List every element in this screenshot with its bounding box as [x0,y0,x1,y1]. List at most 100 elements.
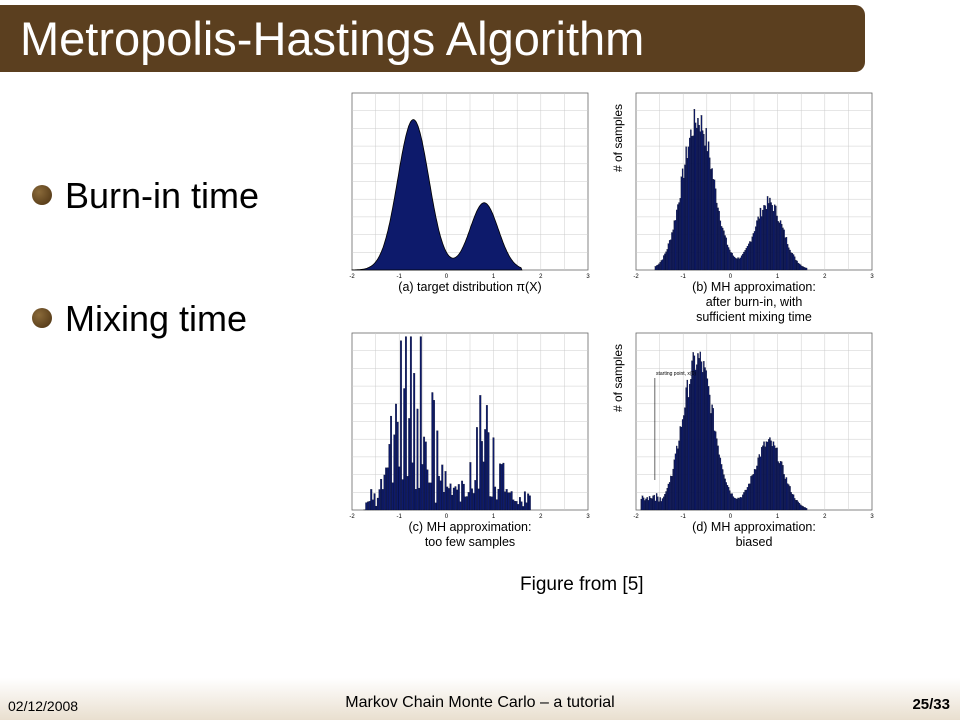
histogram-bar [771,446,773,511]
histogram-bar [732,255,735,271]
histogram-bar [514,501,516,511]
histogram-bar [677,204,679,271]
histogram-bar [689,384,691,511]
histogram-bar [735,498,737,511]
histogram-bar [520,501,523,511]
histogram-bar [712,408,714,511]
histogram-bar [670,239,672,271]
histogram-bar [396,421,399,511]
histogram-bar [790,252,792,271]
histogram-bar [768,203,770,271]
histogram-bar [523,491,526,511]
histogram-bar [717,207,719,271]
histogram-bar [683,177,685,271]
histogram-bar [758,454,761,511]
histogram-bar [750,241,752,271]
histogram-bar [660,260,663,271]
histogram-bar [760,447,763,511]
histogram-bar [429,482,432,511]
histogram-bar [685,146,687,271]
histogram-bar [464,496,467,511]
histogram-bar [512,499,515,511]
histogram-bar [704,145,706,271]
histogram-bar [472,493,475,511]
histogram-bar [668,240,671,271]
histogram-bar [701,372,704,511]
histogram-bar [799,264,802,271]
histogram-bar [653,494,655,511]
histogram-bar [413,373,416,511]
histogram-bar [693,109,696,271]
histogram-bar [645,498,647,511]
histogram-bar [666,249,668,271]
x-tick-label: 3 [586,274,590,280]
histogram-bar [727,487,730,511]
histogram-bar [365,502,368,511]
histogram-bar [674,220,677,271]
histogram-bar [749,483,751,511]
histogram-bar [696,127,698,271]
histogram-bar [663,496,665,511]
histogram-bar [786,244,789,271]
x-tick-label: 0 [445,274,449,280]
histogram-bar [698,124,700,271]
bullet: Burn-in time [32,175,259,217]
panel-caption: (d) MH approximation: [692,520,816,534]
histogram-bar [737,257,739,271]
histogram-bar [414,489,417,511]
histogram-bar [444,471,447,511]
histogram-bar [681,419,684,511]
footer-title: Markov Chain Monte Carlo – a tutorial [345,694,615,711]
histogram-bar [726,485,729,511]
histogram-bar [707,141,710,271]
histogram-bar [439,480,442,511]
histogram-bar [755,226,757,271]
histogram-bar [528,495,531,511]
x-tick-label: 1 [492,274,496,280]
histogram-bar [736,258,738,271]
histogram-bar [798,503,801,511]
histogram-bar [686,379,689,511]
histogram-bar [411,462,414,511]
histogram-bar [802,266,804,271]
histogram-bar [648,496,651,511]
histogram-bar [442,491,445,511]
histogram-bar [691,360,693,511]
histogram-bar [398,466,401,511]
histogram-bar [705,128,707,271]
x-tick-label: -1 [681,274,687,280]
histogram-bar [467,492,470,511]
histogram-bar [693,355,696,511]
histogram-bar [677,448,679,511]
histogram-bar [404,336,407,511]
histogram-bar [777,221,779,271]
histogram-bar [731,252,733,271]
histogram-bar [777,461,779,511]
histogram-bar [719,457,722,511]
histogram-bar [739,257,742,271]
histogram-bar [718,454,720,511]
histogram-bar [725,237,727,271]
histogram-bar [778,222,781,271]
x-tick-label: 3 [586,514,590,520]
histogram-bar [751,475,753,511]
bullet: Mixing time [32,298,247,340]
histogram-bar [494,486,497,511]
histogram-bar [697,118,699,271]
histogram-bar [804,507,807,511]
histogram-bar [438,476,440,511]
histogram-bar [518,497,521,511]
histogram-bar [740,497,743,511]
histogram-bar [462,483,465,511]
histogram-bar [776,215,778,271]
histogram-bar [746,487,749,511]
histogram-bar [725,482,727,511]
histogram-bar [796,500,798,511]
histogram-bar [642,497,645,511]
histogram-bar [794,256,796,271]
x-tick-label: -1 [681,514,687,520]
histogram-bar [661,498,664,511]
histogram-bar [776,447,778,511]
histogram-bar [803,267,805,271]
histogram-bar [376,497,379,511]
